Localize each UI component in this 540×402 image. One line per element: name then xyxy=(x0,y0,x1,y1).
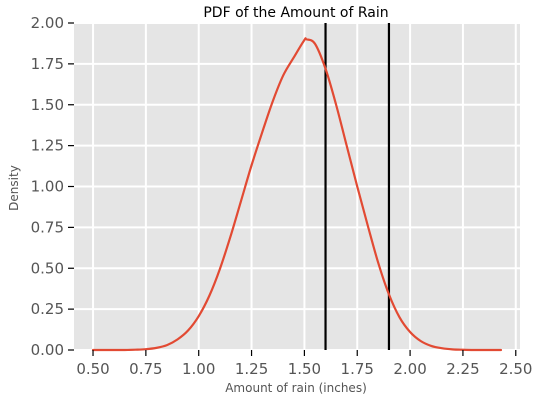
y-tick-label: 0.75 xyxy=(31,218,64,236)
y-tick-label: 0.25 xyxy=(31,300,64,318)
y-tick-label: 1.75 xyxy=(31,55,64,73)
x-tick-label: 2.50 xyxy=(499,360,532,378)
x-tick-label: 1.25 xyxy=(235,360,268,378)
y-tick-label: 0.50 xyxy=(31,259,64,277)
pdf-curve xyxy=(91,37,503,352)
grid-lines xyxy=(74,22,520,351)
chart-title: PDF of the Amount of Rain xyxy=(203,5,388,21)
x-tick-label: 2.00 xyxy=(393,360,426,378)
x-tick-label: 0.75 xyxy=(129,360,162,378)
y-tick-label: 1.25 xyxy=(31,137,64,155)
x-tick-label: 1.50 xyxy=(288,360,321,378)
y-tick-label: 1.00 xyxy=(31,178,64,196)
y-axis-label: Density xyxy=(7,165,21,211)
x-tick-label: 1.75 xyxy=(341,360,374,378)
axis-ticks: 0.50 0.75 1.00 1.25 1.50 1.75 2.00 2.25 2.50 0.00… xyxy=(31,14,533,378)
y-tick-label: 1.50 xyxy=(31,96,64,114)
curve-layer xyxy=(91,37,503,352)
y-tick-label: 0.00 xyxy=(31,341,64,359)
x-tick-label: 0.50 xyxy=(76,360,109,378)
x-tick-label: 2.25 xyxy=(446,360,479,378)
x-axis-label: Amount of rain (inches) xyxy=(225,381,367,395)
y-tick-label: 2.00 xyxy=(31,14,64,32)
x-tick-label: 1.00 xyxy=(182,360,215,378)
